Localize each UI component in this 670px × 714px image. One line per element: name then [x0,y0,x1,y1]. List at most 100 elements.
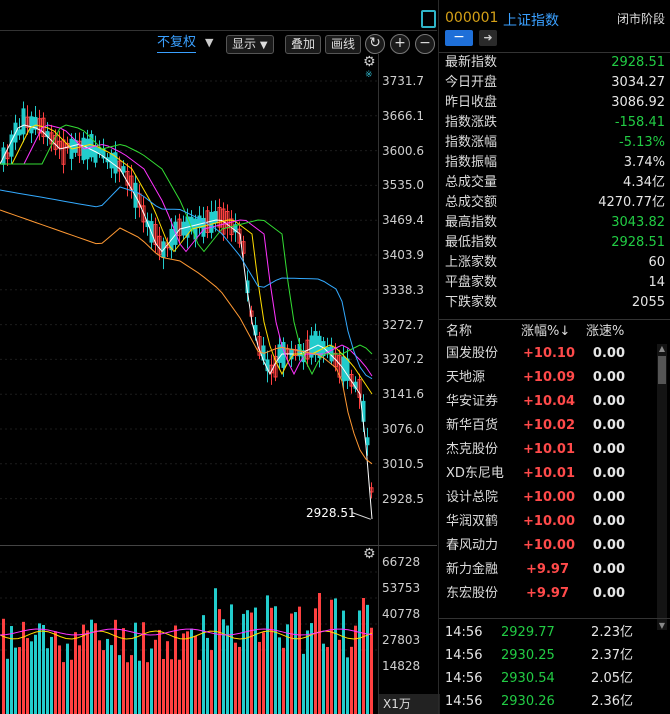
stock-row[interactable]: 春风动力 +10.00 0.00 [439,534,670,558]
volume-bar [286,624,289,714]
stock-row[interactable]: 新华百货 +10.02 0.00 [439,414,670,438]
collapse-button[interactable]: − [445,30,473,46]
volume-bar [2,618,5,714]
col-speed-header[interactable]: 涨速% [586,324,625,339]
kline-chart-area[interactable]: 不复权 ▼ 显示 ▼ 叠加 画线 ↻ + − ⚙ ※ 3731.7 3666.1 3… [0,0,440,714]
navigate-icon[interactable]: ➜ [479,30,497,46]
tick-price: 2930.54 [501,671,555,686]
stock-row[interactable]: 新力金融 +9.97 0.00 [439,558,670,582]
scroll-down-icon[interactable]: ▼ [658,621,666,630]
scroll-thumb[interactable] [658,356,666,384]
display-button[interactable]: 显示 ▼ [226,35,274,54]
candle-body [201,217,206,237]
candle-body [157,235,162,256]
scroll-up-icon[interactable]: ▲ [658,344,666,353]
tick-time: 14:56 [445,671,483,686]
volume-bar [350,646,353,714]
zoom-in-icon[interactable]: + [390,34,410,54]
volume-bar [354,625,357,714]
stock-row[interactable]: XD东尼电 +10.01 0.00 [439,462,670,486]
volume-bar [38,623,41,714]
volume-bar [226,625,229,714]
zoom-out-icon[interactable]: − [415,34,435,54]
stat-value: 60 [648,255,665,270]
candle-body [97,147,102,154]
tick-row: 14:56 2929.77 2.23亿 [439,622,670,644]
candle-body [333,352,338,368]
fuquan-dropdown-icon[interactable]: ▼ [205,36,214,49]
volume-ma-line [0,628,373,636]
stock-row[interactable]: 华润双鹤 +10.00 0.00 [439,510,670,534]
volume-bar [206,637,209,714]
volume-settings-icon[interactable]: ⚙ [363,546,376,562]
draw-line-button[interactable]: 画线 [325,35,362,54]
volume-bar [18,647,21,714]
stat-row: 指数涨幅 -5.13% [445,133,665,153]
stock-row[interactable]: 东宏股份 +9.97 0.00 [439,582,670,606]
candle-body [177,218,182,237]
stat-row: 平盘家数 14 [445,273,665,293]
stock-row[interactable]: 设计总院 +10.00 0.00 [439,486,670,510]
stock-speed: 0.00 [592,394,625,409]
volume-bar [310,623,313,714]
price-axis-tick: 3076.0 [382,422,424,436]
stock-row[interactable]: 杰克股份 +10.01 0.00 [439,438,670,462]
collapse-indicator-icon[interactable]: ※ [365,70,373,80]
index-name[interactable]: 上证指数 [503,13,559,29]
stock-row[interactable]: 华安证券 +10.04 0.00 [439,390,670,414]
stock-change: +10.01 [523,466,576,481]
draw-label: 画线 [331,37,356,51]
volume-bar [234,642,237,714]
volume-bar [54,631,57,714]
candle-body [329,345,334,362]
stat-label: 下跌家数 [445,295,498,310]
volume-bar [98,640,101,714]
price-axis-tick: 3272.7 [382,317,424,332]
market-status: 闭市阶段 [617,12,666,26]
stock-row[interactable]: 国发股份 +10.10 0.00 [439,342,670,366]
col-name-header[interactable]: 名称 [446,324,473,339]
tick-volume: 2.37亿 [591,648,633,663]
tick-time: 14:56 [445,625,483,640]
volume-bar [302,653,305,714]
col-change-header[interactable]: 涨幅%↓ [521,324,571,339]
stock-row[interactable]: 天地源 +10.09 0.00 [439,366,670,390]
overlay-button[interactable]: 叠加 [285,35,322,54]
tick-row: 14:56 2930.54 2.05亿 [439,668,670,690]
stat-label: 指数振幅 [445,155,498,170]
tick-time: 14:56 [445,648,483,663]
volume-bar [86,630,89,714]
volume-bars[interactable] [0,560,378,714]
stock-name: 华润双鹤 [446,514,499,529]
candle-body [33,116,38,130]
stock-change: +10.00 [523,538,576,553]
stat-label: 最低指数 [445,235,498,250]
candle-body [313,331,318,356]
stat-row: 最新指数 2928.51 [445,53,665,73]
fuquan-label: 不复权 [157,35,197,50]
volume-unit-label: X1万 [383,697,411,711]
chart-settings-icon[interactable]: ⚙ [363,54,376,70]
tick-row: 14:56 2930.25 2.37亿 [439,645,670,667]
stat-value: 4270.77亿 [598,195,665,210]
price-axis-tick: 3207.2 [382,352,424,367]
volume-bar [110,645,113,714]
stat-value: 2055 [631,295,665,310]
stat-row: 指数涨跌 -158.41 [445,113,665,133]
stock-list-scrollbar[interactable]: ▲ ▼ [657,344,667,630]
volume-bar [278,637,281,714]
tick-volume: 2.05亿 [591,671,633,686]
volume-bar [114,619,117,714]
panel-toggle-icon[interactable] [421,10,436,28]
volume-bar [122,628,125,714]
volume-bar [230,604,233,714]
candlestick-plot[interactable] [0,54,378,544]
fuquan-selector[interactable]: 不复权 [157,34,197,53]
candle-body [29,116,34,134]
tick-time: 14:56 [445,694,483,709]
refresh-icon[interactable]: ↻ [365,34,385,54]
stat-value: 3043.82 [611,215,665,230]
candle-body [213,211,218,224]
stat-value: 3034.27 [611,75,665,90]
volume-bar [134,622,137,714]
